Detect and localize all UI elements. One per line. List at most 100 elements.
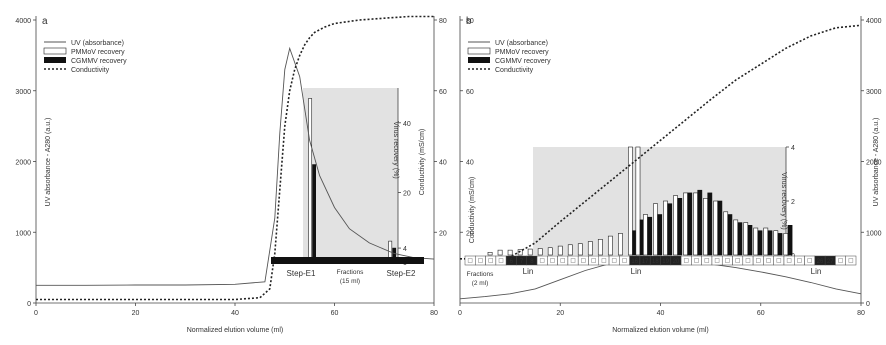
inner-tick-label: 4 [403, 246, 407, 253]
x-tick-label: 20 [132, 310, 140, 317]
legend-cgmmv-swatch [44, 57, 66, 63]
pmmov-bar [673, 195, 678, 256]
fraction-box [691, 255, 702, 266]
fraction-box [783, 255, 795, 266]
fraction-number: 18 [652, 259, 659, 265]
step-e2-label: Step-E2 [387, 269, 416, 278]
fraction-marker [776, 258, 782, 263]
inner-axis-label: Virus recovery (%) [780, 172, 787, 229]
fraction-marker [694, 258, 699, 263]
cgmmv-bar [777, 233, 783, 256]
x-tick-label: 60 [331, 310, 339, 317]
fraction-box [475, 255, 486, 266]
fraction-marker [745, 258, 751, 263]
cgmmv-bar [727, 214, 733, 256]
legend-label: Conductivity [495, 67, 534, 74]
y-right-tick-label: 2000 [866, 160, 882, 167]
pmmov-bar [507, 249, 513, 256]
pmmov-bar [663, 200, 668, 256]
fraction-box [835, 255, 846, 266]
pmmov-bar [653, 203, 658, 256]
fraction-box [495, 255, 507, 266]
x-tick-label: 60 [757, 310, 765, 317]
fraction-box [577, 255, 589, 266]
fraction-number: 8 [530, 259, 534, 265]
legend-label: UV (absorbance) [495, 40, 548, 47]
pmmov-bar [683, 192, 688, 256]
cgmmv-bar [657, 214, 663, 256]
pmmov-bar [643, 214, 648, 256]
fraction-marker [807, 258, 812, 263]
cgmmv-bar [667, 203, 673, 256]
fraction-box [773, 255, 785, 266]
y-right-tick-label: 20 [439, 230, 447, 237]
y-right-axis-label: Conductivity (mS/cm) [419, 129, 426, 196]
fraction-marker [683, 258, 689, 263]
pmmov-bar [517, 249, 523, 256]
pmmov-bar [753, 227, 759, 256]
lin1-label: Lin [523, 267, 534, 276]
fraction-box [557, 255, 569, 266]
x-tick-label: 0 [34, 310, 38, 317]
fraction-marker [848, 258, 854, 263]
cgmmv-bar [737, 222, 743, 256]
x-tick-label: 40 [231, 310, 239, 317]
cgmmv-bar [312, 164, 317, 263]
fraction-number: 19 [662, 259, 669, 265]
y-left-tick-label: 80 [466, 18, 474, 25]
y-left-tick-label: 60 [466, 89, 474, 96]
fraction-marker [766, 258, 771, 263]
uv-line [459, 260, 862, 300]
y-right-tick-label: 1000 [866, 230, 882, 237]
pmmov-bar [713, 200, 719, 256]
x-tick-label: 20 [556, 310, 564, 317]
pmmov-bar [733, 219, 739, 256]
fraction-box [752, 255, 764, 266]
fraction-marker [570, 258, 576, 263]
fraction-number: 17 [642, 259, 649, 265]
conductivity-line [460, 24, 862, 260]
fraction-box [547, 255, 558, 266]
inner-axis-label: Virus recovery (%) [392, 121, 399, 178]
y-left-axis-label: UV absorbance - A280 (a.u.) [45, 118, 52, 207]
fraction-number: 6 [510, 259, 514, 265]
uv-line [36, 46, 435, 286]
y-left-tick-label: 3000 [15, 89, 31, 96]
pmmov-bar [773, 230, 779, 256]
cgmmv-bar [757, 230, 763, 256]
pmmov-bar [617, 233, 623, 256]
inner-tick-label: 20 [403, 190, 411, 197]
pmmov-bar [487, 252, 493, 256]
inner-tick-label: 4 [791, 145, 795, 152]
inner-tick-label: 2 [791, 199, 795, 206]
pmmov-bar [308, 98, 313, 263]
cgmmv-bar [697, 189, 703, 256]
y-left-tick-label: 4000 [15, 18, 31, 25]
y-right-tick-label: 3000 [866, 89, 882, 96]
fraction-number: 7 [520, 259, 524, 265]
pmmov-bar [557, 245, 563, 256]
fraction-box [721, 255, 733, 266]
fraction-box [804, 255, 816, 266]
fraction-marker [498, 258, 504, 263]
x-tick-label: 80 [857, 310, 865, 317]
fraction-marker [611, 258, 617, 263]
fractions-volume-label: (15 ml) [340, 278, 360, 285]
fraction-marker [704, 258, 710, 263]
fraction-marker [714, 258, 720, 263]
fraction-number: 16 [631, 259, 638, 265]
pmmov-bar [783, 233, 789, 256]
fraction-marker [467, 258, 473, 263]
recovery-area [303, 88, 398, 262]
fraction-box [680, 255, 692, 266]
x-tick-label: 0 [458, 310, 462, 317]
cgmmv-bar [717, 200, 723, 256]
y-left-tick-label: 40 [466, 160, 474, 167]
fraction-marker [581, 258, 586, 263]
y-right-tick-label: 40 [439, 160, 447, 167]
fraction-box [742, 255, 754, 266]
panel-a: 0 20 40 60 80 Normalized elution volume (ml) 0… [15, 15, 447, 334]
fraction-marker [797, 258, 802, 263]
pmmov-bar [607, 235, 613, 256]
fraction-marker [539, 258, 545, 263]
